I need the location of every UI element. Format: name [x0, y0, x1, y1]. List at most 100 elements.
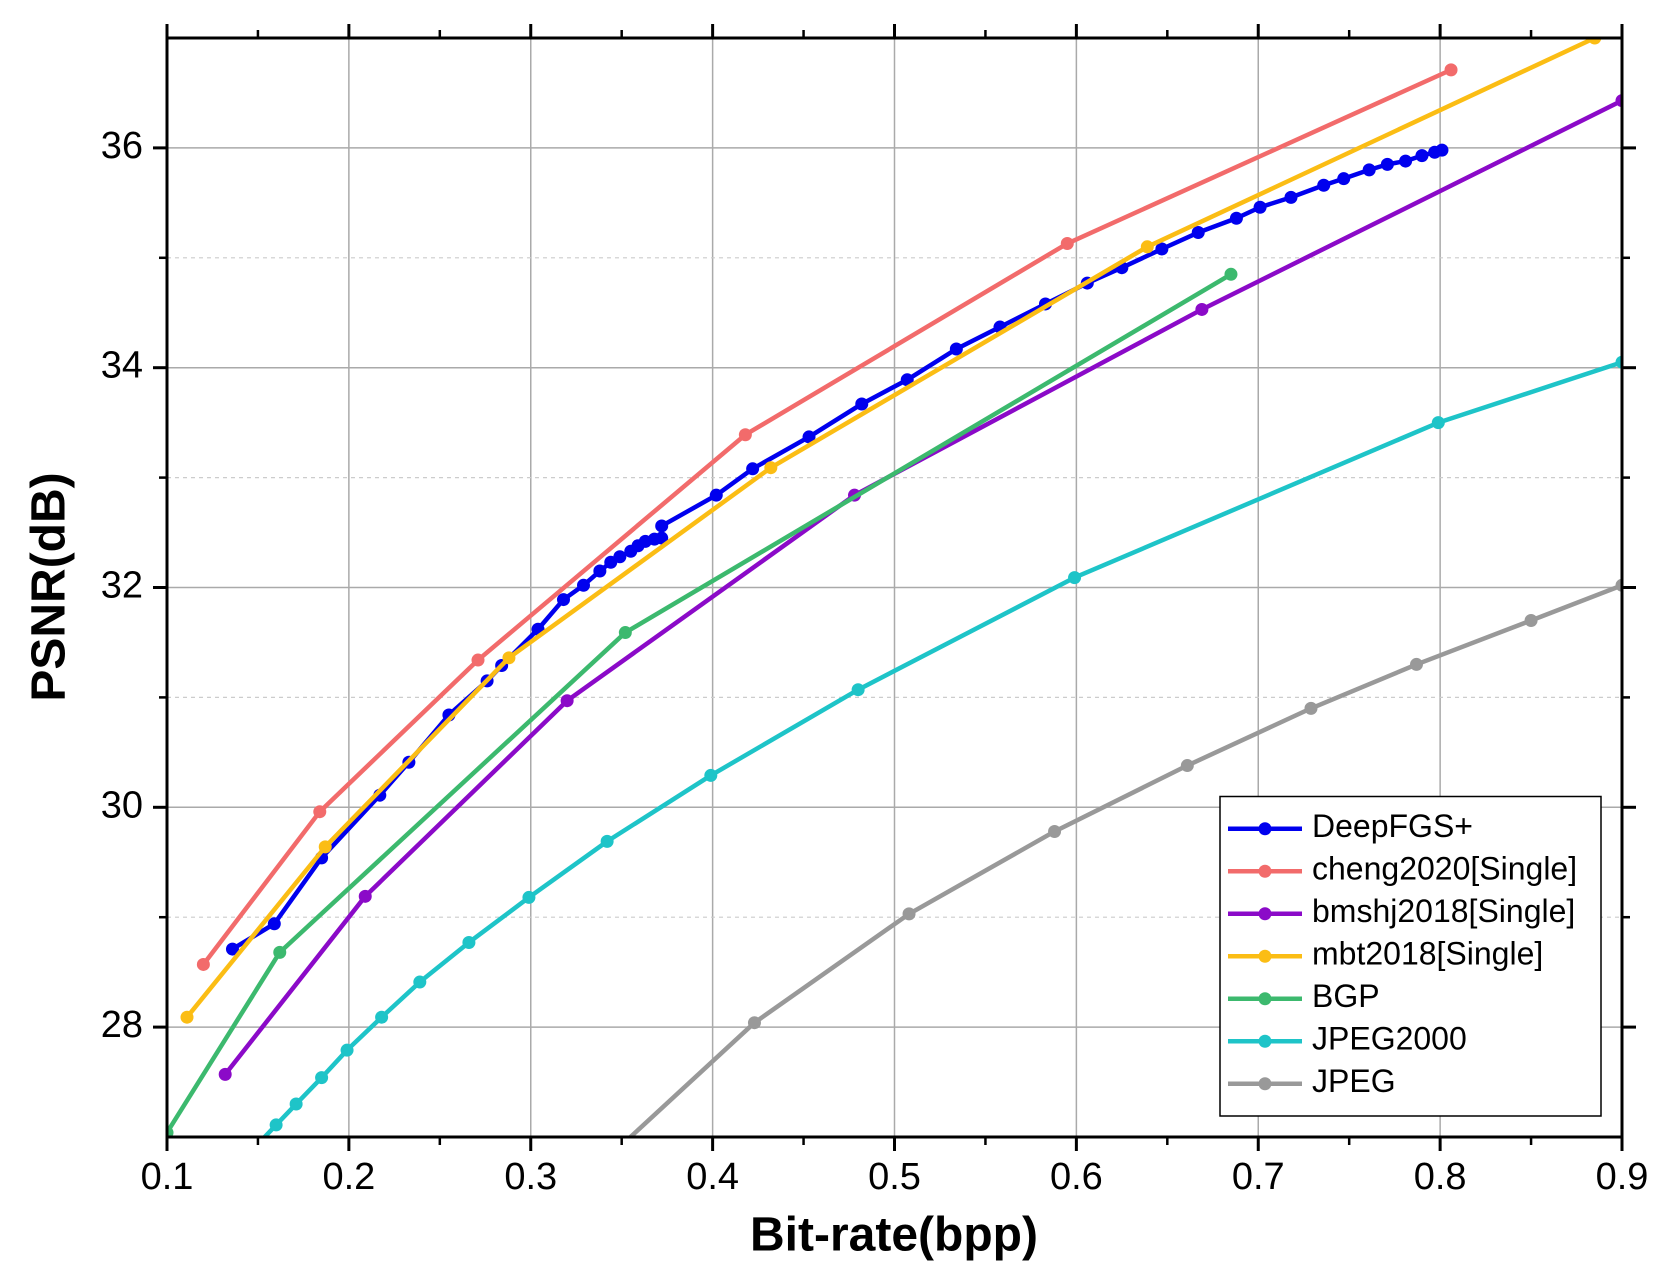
data-point — [522, 890, 536, 904]
data-point — [556, 593, 570, 607]
x-tick-label: 0.5 — [868, 1156, 921, 1198]
data-point — [1337, 172, 1351, 186]
data-point — [1155, 242, 1169, 256]
legend-marker — [1258, 907, 1272, 921]
data-point — [1304, 701, 1318, 715]
y-tick-label: 32 — [101, 565, 143, 607]
data-point — [269, 1118, 283, 1132]
data-point — [462, 935, 476, 949]
series-line — [185, 38, 1596, 1019]
data-point — [218, 1067, 232, 1081]
data-point — [267, 917, 281, 931]
data-point — [1140, 240, 1154, 254]
x-axis-title: Bit-rate(bpp) — [750, 1209, 1038, 1262]
data-point — [746, 462, 760, 476]
data-point — [560, 694, 574, 708]
x-tick-label: 0.9 — [1596, 1156, 1649, 1198]
data-point — [613, 550, 627, 564]
legend-label: JPEG2000 — [1312, 1021, 1467, 1057]
data-point — [1399, 154, 1413, 168]
legend-marker — [1258, 822, 1272, 836]
data-point — [1615, 578, 1622, 592]
data-point — [1229, 211, 1243, 225]
data-point — [313, 805, 327, 819]
data-point — [1524, 613, 1538, 627]
data-point — [1380, 157, 1394, 171]
plot-frame — [165, 36, 1624, 1139]
legend-label: BGP — [1312, 978, 1380, 1014]
data-point — [471, 653, 485, 667]
data-point — [289, 1097, 303, 1111]
series-line — [201, 67, 1452, 966]
x-tick-label: 0.2 — [322, 1156, 375, 1198]
data-point — [704, 768, 718, 782]
data-point — [851, 683, 865, 697]
data-point — [1444, 63, 1458, 77]
legend-label: bmshj2018[Single] — [1312, 893, 1575, 929]
data-point — [502, 651, 516, 665]
y-tick-label: 36 — [101, 125, 143, 167]
data-point — [225, 942, 239, 956]
data-point — [1615, 355, 1622, 369]
data-point — [900, 373, 914, 387]
data-point — [1409, 657, 1423, 671]
x-tick-label: 0.1 — [141, 1156, 194, 1198]
legend-marker — [1258, 992, 1272, 1006]
data-point — [1068, 571, 1082, 585]
data-point — [764, 461, 778, 475]
legend-marker — [1258, 1077, 1272, 1091]
x-tick-label: 0.4 — [686, 1156, 739, 1198]
data-point — [1415, 149, 1429, 163]
data-point — [167, 1126, 174, 1137]
x-tick-label: 0.7 — [1232, 1156, 1285, 1198]
data-point — [340, 1043, 354, 1057]
data-point — [902, 907, 916, 921]
data-point — [600, 834, 614, 848]
data-point — [618, 626, 632, 640]
data-point — [709, 488, 723, 502]
data-point — [1253, 200, 1267, 214]
y-axis-title: PSNR(dB) — [23, 472, 76, 701]
legend-marker — [1258, 949, 1272, 963]
data-point — [1224, 267, 1238, 281]
legend-marker — [1258, 864, 1272, 878]
x-tick-label: 0.8 — [1414, 1156, 1467, 1198]
data-point — [413, 975, 427, 989]
data-point — [1060, 237, 1074, 251]
series-line — [223, 98, 1622, 1076]
data-point — [273, 945, 287, 959]
legend-marker — [1258, 1034, 1272, 1048]
data-point — [802, 430, 816, 444]
data-point — [655, 519, 669, 533]
data-point — [1195, 302, 1209, 316]
y-tick-label: 34 — [101, 345, 143, 387]
data-point — [1435, 143, 1449, 157]
data-point — [576, 578, 590, 592]
data-point — [655, 531, 669, 545]
legend-label: JPEG — [1312, 1063, 1396, 1099]
series-line — [167, 272, 1233, 1134]
data-point — [358, 889, 372, 903]
y-tick-label: 30 — [101, 784, 143, 826]
x-tick-label: 0.6 — [1050, 1156, 1103, 1198]
data-point — [1362, 163, 1376, 177]
y-tick-label: 28 — [101, 1004, 143, 1046]
data-point — [318, 840, 332, 854]
data-point — [196, 957, 210, 971]
legend-label: mbt2018[Single] — [1312, 936, 1543, 972]
data-point — [180, 1010, 194, 1024]
legend-label: cheng2020[Single] — [1312, 851, 1577, 887]
legend-label: DeepFGS+ — [1312, 808, 1473, 844]
data-point — [738, 428, 752, 442]
data-point — [747, 1016, 761, 1030]
data-point — [315, 1071, 329, 1085]
data-point — [1317, 178, 1331, 192]
data-point — [1588, 38, 1602, 45]
x-tick-label: 0.3 — [504, 1156, 557, 1198]
data-point — [1431, 416, 1445, 430]
data-point — [593, 564, 607, 578]
data-point — [1615, 94, 1622, 108]
data-point — [1048, 824, 1062, 838]
